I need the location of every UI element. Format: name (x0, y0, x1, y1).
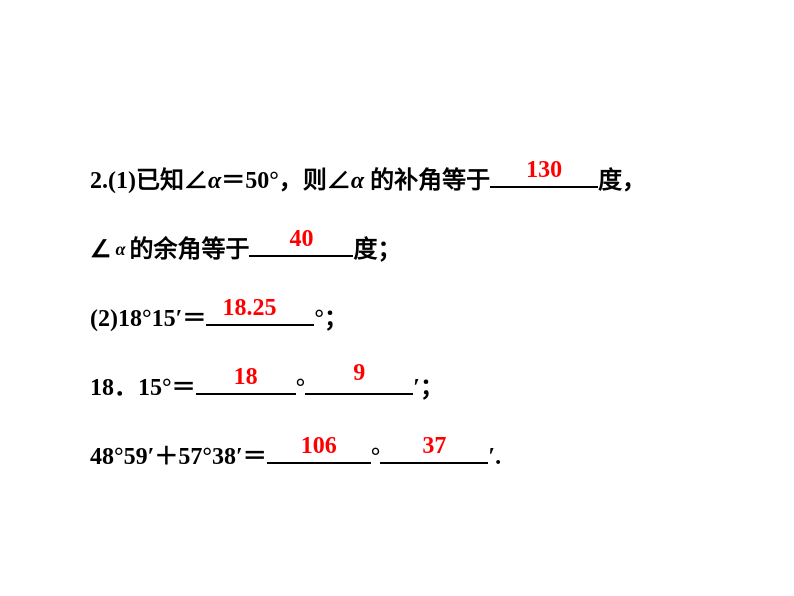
deg-4a: ° (162, 375, 172, 401)
line-4: 18．15°＝18°9′； (90, 367, 710, 402)
alpha-1: α (208, 168, 221, 194)
line-3: (2)18°15′＝18.25°； (90, 298, 710, 333)
blank-1: 130 (490, 186, 598, 188)
text-1b: ＝50 (221, 168, 269, 194)
answer-deg-part: 18 (234, 364, 258, 391)
semi-3: ； (324, 306, 348, 332)
text-1a: 已知∠ (136, 168, 208, 194)
answer-complement: 40 (289, 226, 313, 253)
text-1d: 的补角等于 (364, 168, 490, 194)
deg-5a: ° (114, 444, 124, 470)
eq-5: ＝ (243, 444, 267, 470)
alpha-3: α (116, 239, 126, 259)
deg-4b: ° (296, 375, 306, 401)
min-5b: ′ (236, 444, 243, 470)
blank-7: 37 (380, 462, 488, 464)
deg-3b: ° (314, 306, 324, 332)
text-5a: 48 (90, 444, 114, 470)
blank-3: 18.25 (206, 324, 314, 326)
eq-4: ＝ (172, 375, 196, 401)
problem-number: 2.(1) (90, 168, 136, 194)
answer-sum-deg: 106 (301, 433, 337, 460)
text-2c: 度； (353, 237, 401, 263)
min-4: ′； (413, 375, 444, 401)
text-5b: 59 (124, 444, 148, 470)
deg-3a: ° (142, 306, 152, 332)
blank-2: 40 (249, 255, 353, 257)
problem-content: 2.(1)已知∠α＝50°，则∠α 的补角等于130度， ∠α的余角等于40度；… (90, 160, 710, 501)
answer-supplement: 130 (526, 157, 562, 184)
deg-1: ° (269, 168, 279, 194)
text-4a: 18．15 (90, 375, 162, 401)
line-5: 48°59′＋57°38′＝106°37′. (90, 436, 710, 471)
text-5c: 38 (212, 444, 236, 470)
text-3a: (2)18 (90, 306, 142, 332)
plus-5: ＋57 (154, 444, 202, 470)
deg-5b: ° (202, 444, 212, 470)
text-2a: ∠ (90, 237, 112, 263)
text-3b: 15 (152, 306, 176, 332)
deg-5c: ° (371, 444, 381, 470)
answer-min-part: 9 (353, 360, 365, 387)
text-1c: ，则∠ (279, 168, 351, 194)
eq-3: ＝ (182, 306, 206, 332)
blank-5: 9 (305, 393, 413, 395)
answer-sum-min: 37 (422, 433, 446, 460)
answer-decimal: 18.25 (223, 295, 277, 322)
min-5c: ′. (488, 444, 501, 470)
line-1: 2.(1)已知∠α＝50°，则∠α 的补角等于130度， (90, 160, 710, 195)
alpha-2: α (351, 168, 364, 194)
blank-4: 18 (196, 393, 296, 395)
text-1e: 度， (598, 168, 646, 194)
line-2: ∠α的余角等于40度； (90, 229, 710, 264)
text-2b: 的余角等于 (129, 237, 249, 263)
blank-6: 106 (267, 462, 371, 464)
